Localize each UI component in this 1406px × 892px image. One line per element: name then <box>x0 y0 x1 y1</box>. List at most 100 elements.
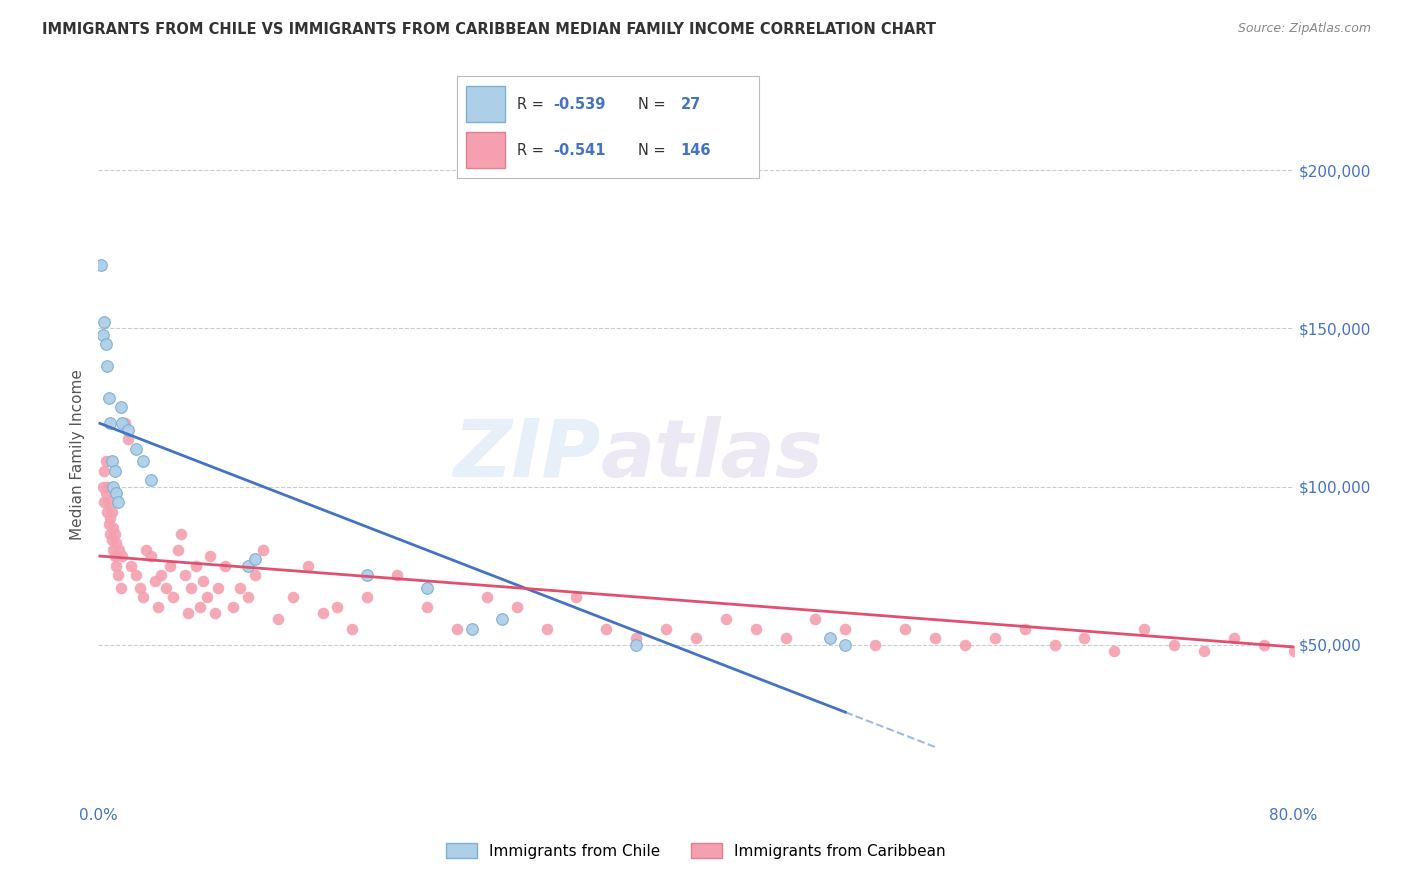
Point <box>174 568 197 582</box>
Point <box>236 591 259 605</box>
Point <box>101 533 124 548</box>
Point <box>222 599 245 614</box>
Point <box>1253 638 1275 652</box>
Point <box>281 591 304 605</box>
Point <box>177 606 200 620</box>
Point <box>94 337 117 351</box>
Point <box>108 542 131 557</box>
Point <box>953 638 976 652</box>
Point <box>132 454 155 468</box>
Point <box>775 632 797 646</box>
Point <box>416 599 439 614</box>
Point <box>595 622 617 636</box>
Point <box>114 417 136 431</box>
Point <box>105 486 128 500</box>
Bar <box>465 87 505 122</box>
Point <box>101 505 124 519</box>
Point <box>342 622 364 636</box>
Point <box>446 622 468 636</box>
Point <box>191 574 214 589</box>
Point <box>107 568 129 582</box>
Point <box>162 591 184 605</box>
Point <box>326 599 349 614</box>
Point <box>245 552 267 566</box>
Text: IMMIGRANTS FROM CHILE VS IMMIGRANTS FROM CARIBBEAN MEDIAN FAMILY INCOME CORRELAT: IMMIGRANTS FROM CHILE VS IMMIGRANTS FROM… <box>42 22 936 37</box>
Point <box>101 454 124 468</box>
Point <box>745 622 768 636</box>
Point <box>184 558 207 573</box>
Point <box>1223 632 1246 646</box>
Point <box>105 536 128 550</box>
Point <box>111 549 134 563</box>
Point <box>834 638 856 652</box>
Point <box>166 542 188 557</box>
Text: R =: R = <box>517 143 548 158</box>
Point <box>94 486 117 500</box>
Point <box>93 464 115 478</box>
Point <box>1133 622 1156 636</box>
Point <box>714 612 737 626</box>
Point <box>148 599 170 614</box>
Point <box>626 632 648 646</box>
Point <box>267 612 290 626</box>
Point <box>1163 638 1185 652</box>
Point <box>104 527 127 541</box>
Text: N =: N = <box>638 143 671 158</box>
Point <box>93 315 115 329</box>
Point <box>105 558 128 573</box>
Point <box>229 581 252 595</box>
Point <box>117 423 139 437</box>
Point <box>565 591 588 605</box>
Point <box>200 549 222 563</box>
Point <box>96 505 118 519</box>
Point <box>180 581 202 595</box>
Point <box>117 432 139 446</box>
Point <box>94 454 117 468</box>
Point <box>416 581 439 595</box>
Point <box>98 511 122 525</box>
Point <box>90 258 112 272</box>
Text: ZIP: ZIP <box>453 416 600 494</box>
Text: -0.539: -0.539 <box>554 96 606 112</box>
Point <box>655 622 678 636</box>
Text: R =: R = <box>517 96 548 112</box>
Point <box>356 568 378 582</box>
Point <box>111 417 134 431</box>
Point <box>188 599 211 614</box>
Point <box>120 558 142 573</box>
Point <box>804 612 827 626</box>
Point <box>894 622 917 636</box>
Point <box>125 442 148 456</box>
Point <box>98 417 122 431</box>
Point <box>1014 622 1036 636</box>
Point <box>865 638 887 652</box>
Y-axis label: Median Family Income: Median Family Income <box>69 369 84 541</box>
Point <box>103 521 125 535</box>
Point <box>169 527 191 541</box>
Point <box>356 591 378 605</box>
Point <box>475 591 498 605</box>
Point <box>311 606 333 620</box>
Point <box>197 591 219 605</box>
Point <box>98 527 122 541</box>
Bar <box>465 132 505 168</box>
Point <box>1073 632 1095 646</box>
Legend: Immigrants from Chile, Immigrants from Caribbean: Immigrants from Chile, Immigrants from C… <box>440 837 952 864</box>
Point <box>103 542 125 557</box>
Text: 146: 146 <box>681 143 711 158</box>
Point <box>143 574 166 589</box>
Point <box>461 622 484 636</box>
Point <box>93 495 115 509</box>
Point <box>97 391 120 405</box>
Text: 27: 27 <box>681 96 702 112</box>
Point <box>536 622 558 636</box>
Point <box>385 568 409 582</box>
Point <box>132 591 155 605</box>
Point <box>685 632 707 646</box>
Point <box>1043 638 1066 652</box>
Point <box>297 558 319 573</box>
Point <box>91 479 114 493</box>
Point <box>252 542 274 557</box>
Point <box>245 568 267 582</box>
Point <box>97 495 120 509</box>
